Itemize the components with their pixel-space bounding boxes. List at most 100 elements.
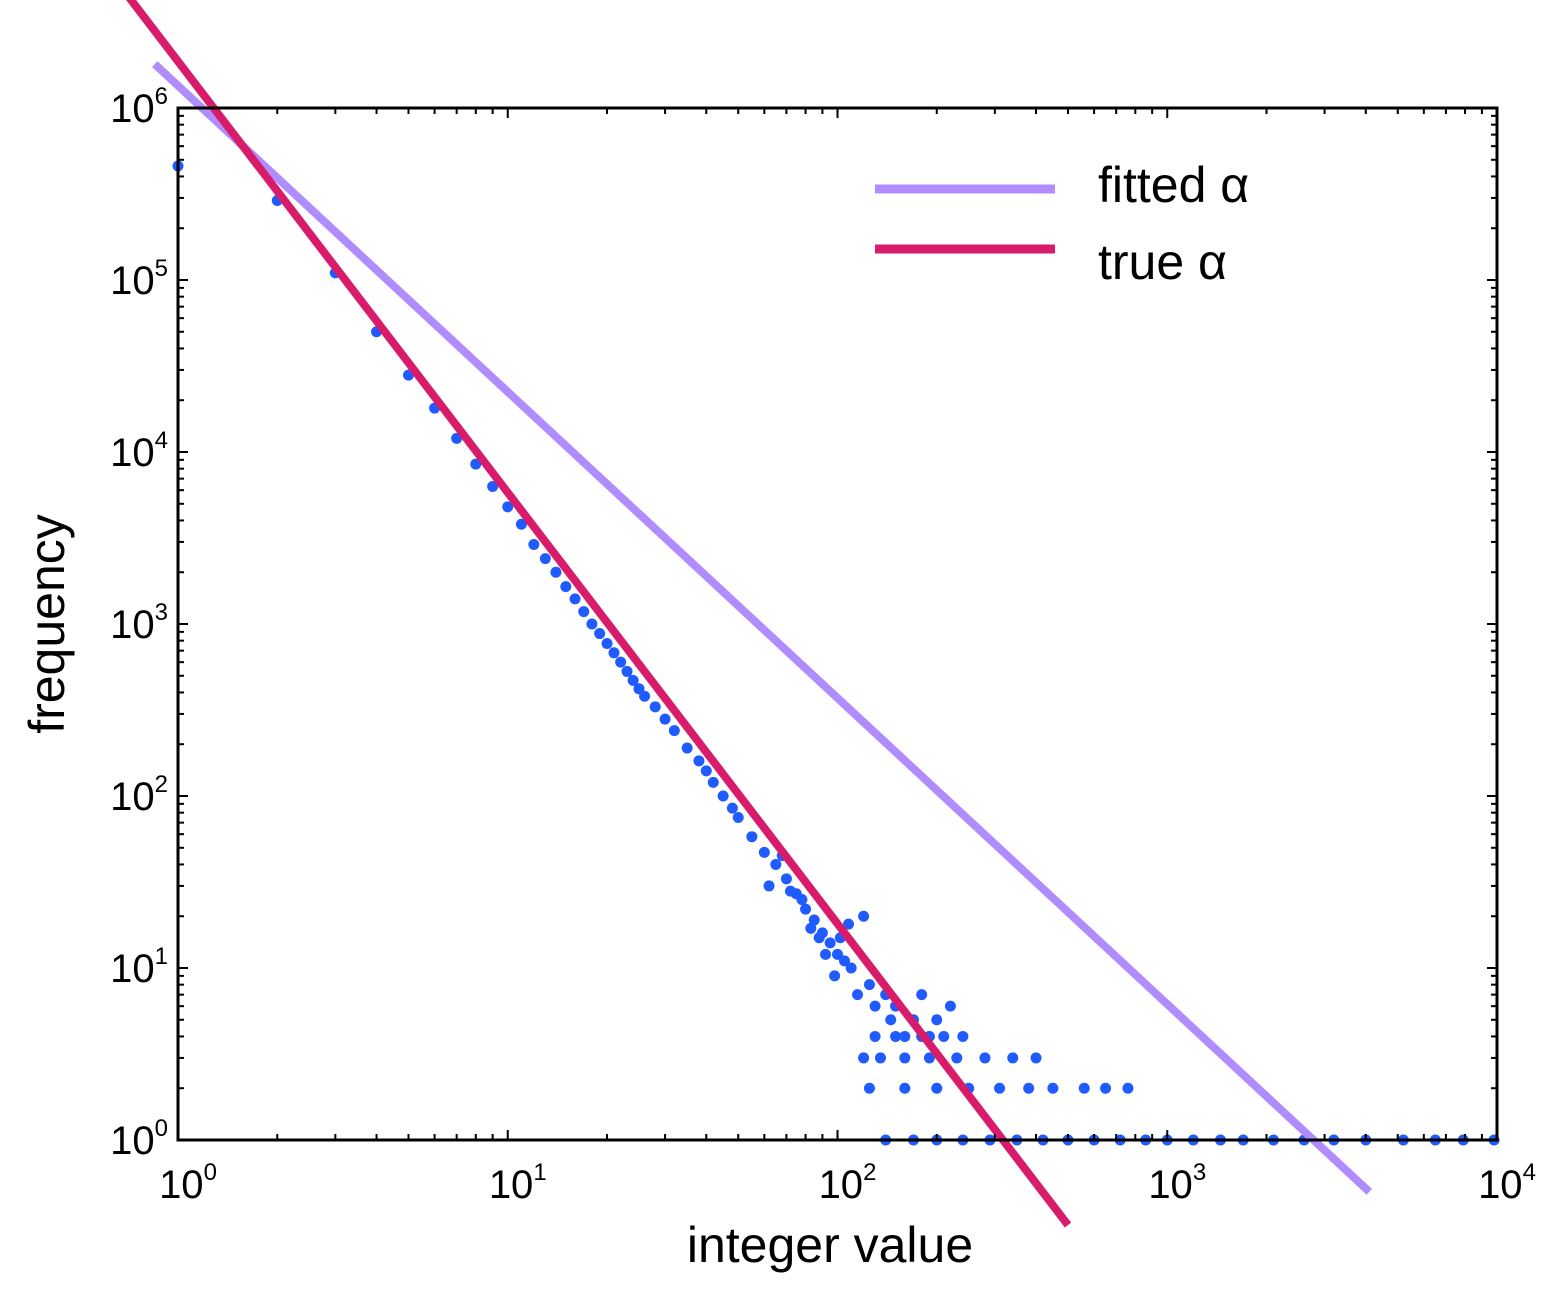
data-point [732, 811, 744, 823]
data-point [899, 1030, 911, 1042]
data-point [820, 948, 832, 960]
data-point [615, 656, 627, 668]
data-point [487, 481, 499, 493]
data-point [608, 647, 620, 659]
legend: fitted α true α [875, 157, 1249, 290]
data-point [770, 858, 782, 870]
data-point [899, 1052, 911, 1064]
data-point [633, 683, 645, 695]
data-point [957, 1030, 969, 1042]
data-point [586, 618, 598, 630]
data-point [1047, 1082, 1059, 1094]
data-point [470, 458, 482, 470]
x-tick-label: 104 [1478, 1159, 1536, 1207]
data-point [1007, 1052, 1019, 1064]
y-axis-title: frequency [19, 514, 75, 734]
data-point [890, 1030, 902, 1042]
data-point [931, 1014, 943, 1026]
data-point [693, 755, 705, 767]
data-point [838, 955, 850, 967]
data-point [994, 1082, 1006, 1094]
y-tick-label: 101 [110, 943, 168, 991]
data-point [805, 922, 817, 934]
data-point [916, 989, 928, 1001]
data-point [700, 765, 712, 777]
x-tick-label: 100 [159, 1159, 217, 1207]
data-point [885, 1014, 897, 1026]
data-point [843, 918, 855, 930]
data-point [528, 538, 540, 550]
data-point [951, 1052, 963, 1064]
data-point [923, 1052, 935, 1064]
data-point [944, 1000, 956, 1012]
data-point [938, 1030, 950, 1042]
x-tick-label: 101 [489, 1159, 547, 1207]
data-point [1122, 1082, 1134, 1094]
data-point [659, 713, 671, 725]
data-point [502, 501, 514, 513]
fit-line-true-alpha [126, 0, 1072, 1228]
data-point [863, 1082, 875, 1094]
data-point [874, 1052, 886, 1064]
data-point [808, 914, 820, 926]
data-point [813, 932, 825, 944]
data-point [832, 948, 843, 960]
data-point [550, 566, 562, 578]
data-point [780, 873, 792, 885]
axis-tick-labels: 100 101 102 103 104 100 101 102 103 104 105 106 [110, 83, 1536, 1207]
fit-lines [126, 0, 1373, 1228]
data-point [726, 802, 738, 814]
data-point [829, 970, 841, 982]
data-point [858, 910, 870, 922]
data-point [858, 1052, 870, 1064]
data-point [784, 885, 796, 897]
legend-label-true: true α [1098, 234, 1227, 290]
data-point [824, 937, 836, 949]
axis-ticks [177, 108, 1497, 1141]
data-point [621, 665, 633, 677]
data-point [639, 690, 651, 702]
data-point [601, 638, 613, 650]
data-point [869, 1000, 881, 1012]
data-point [578, 606, 590, 618]
data-point [594, 628, 606, 640]
data-point [707, 776, 719, 788]
y-tick-label: 104 [110, 427, 168, 475]
y-tick-label: 102 [110, 771, 168, 819]
legend-label-fitted: fitted α [1098, 157, 1249, 213]
data-point [869, 1030, 881, 1042]
y-tick-label: 103 [110, 599, 168, 647]
data-point [627, 674, 639, 686]
data-point [758, 846, 770, 858]
data-point [899, 1082, 911, 1094]
data-point [515, 518, 527, 530]
data-point [668, 725, 680, 737]
x-tick-label: 102 [819, 1159, 877, 1207]
data-point [539, 553, 551, 565]
data-point [569, 593, 581, 605]
data-point [845, 962, 857, 974]
y-tick-label: 105 [110, 255, 168, 303]
data-point [1023, 1082, 1035, 1094]
data-point [796, 894, 808, 906]
data-point [560, 581, 572, 593]
data-point [1100, 1082, 1112, 1094]
data-point [1030, 1052, 1042, 1064]
data-point [852, 989, 864, 1001]
data-point [681, 742, 693, 754]
fit-line-fitted-alpha [152, 61, 1373, 1195]
x-axis-title: integer value [687, 1217, 973, 1273]
data-point [863, 979, 875, 991]
y-tick-label: 106 [110, 83, 168, 131]
x-tick-label: 103 [1148, 1159, 1206, 1207]
data-point [800, 903, 812, 915]
data-point [979, 1052, 991, 1064]
data-point [746, 831, 758, 843]
data-point [763, 880, 775, 892]
data-point [649, 701, 661, 713]
y-tick-label: 100 [110, 1115, 168, 1163]
data-point [931, 1082, 943, 1094]
plot-frame [176, 106, 1499, 1142]
data-point [717, 790, 729, 802]
